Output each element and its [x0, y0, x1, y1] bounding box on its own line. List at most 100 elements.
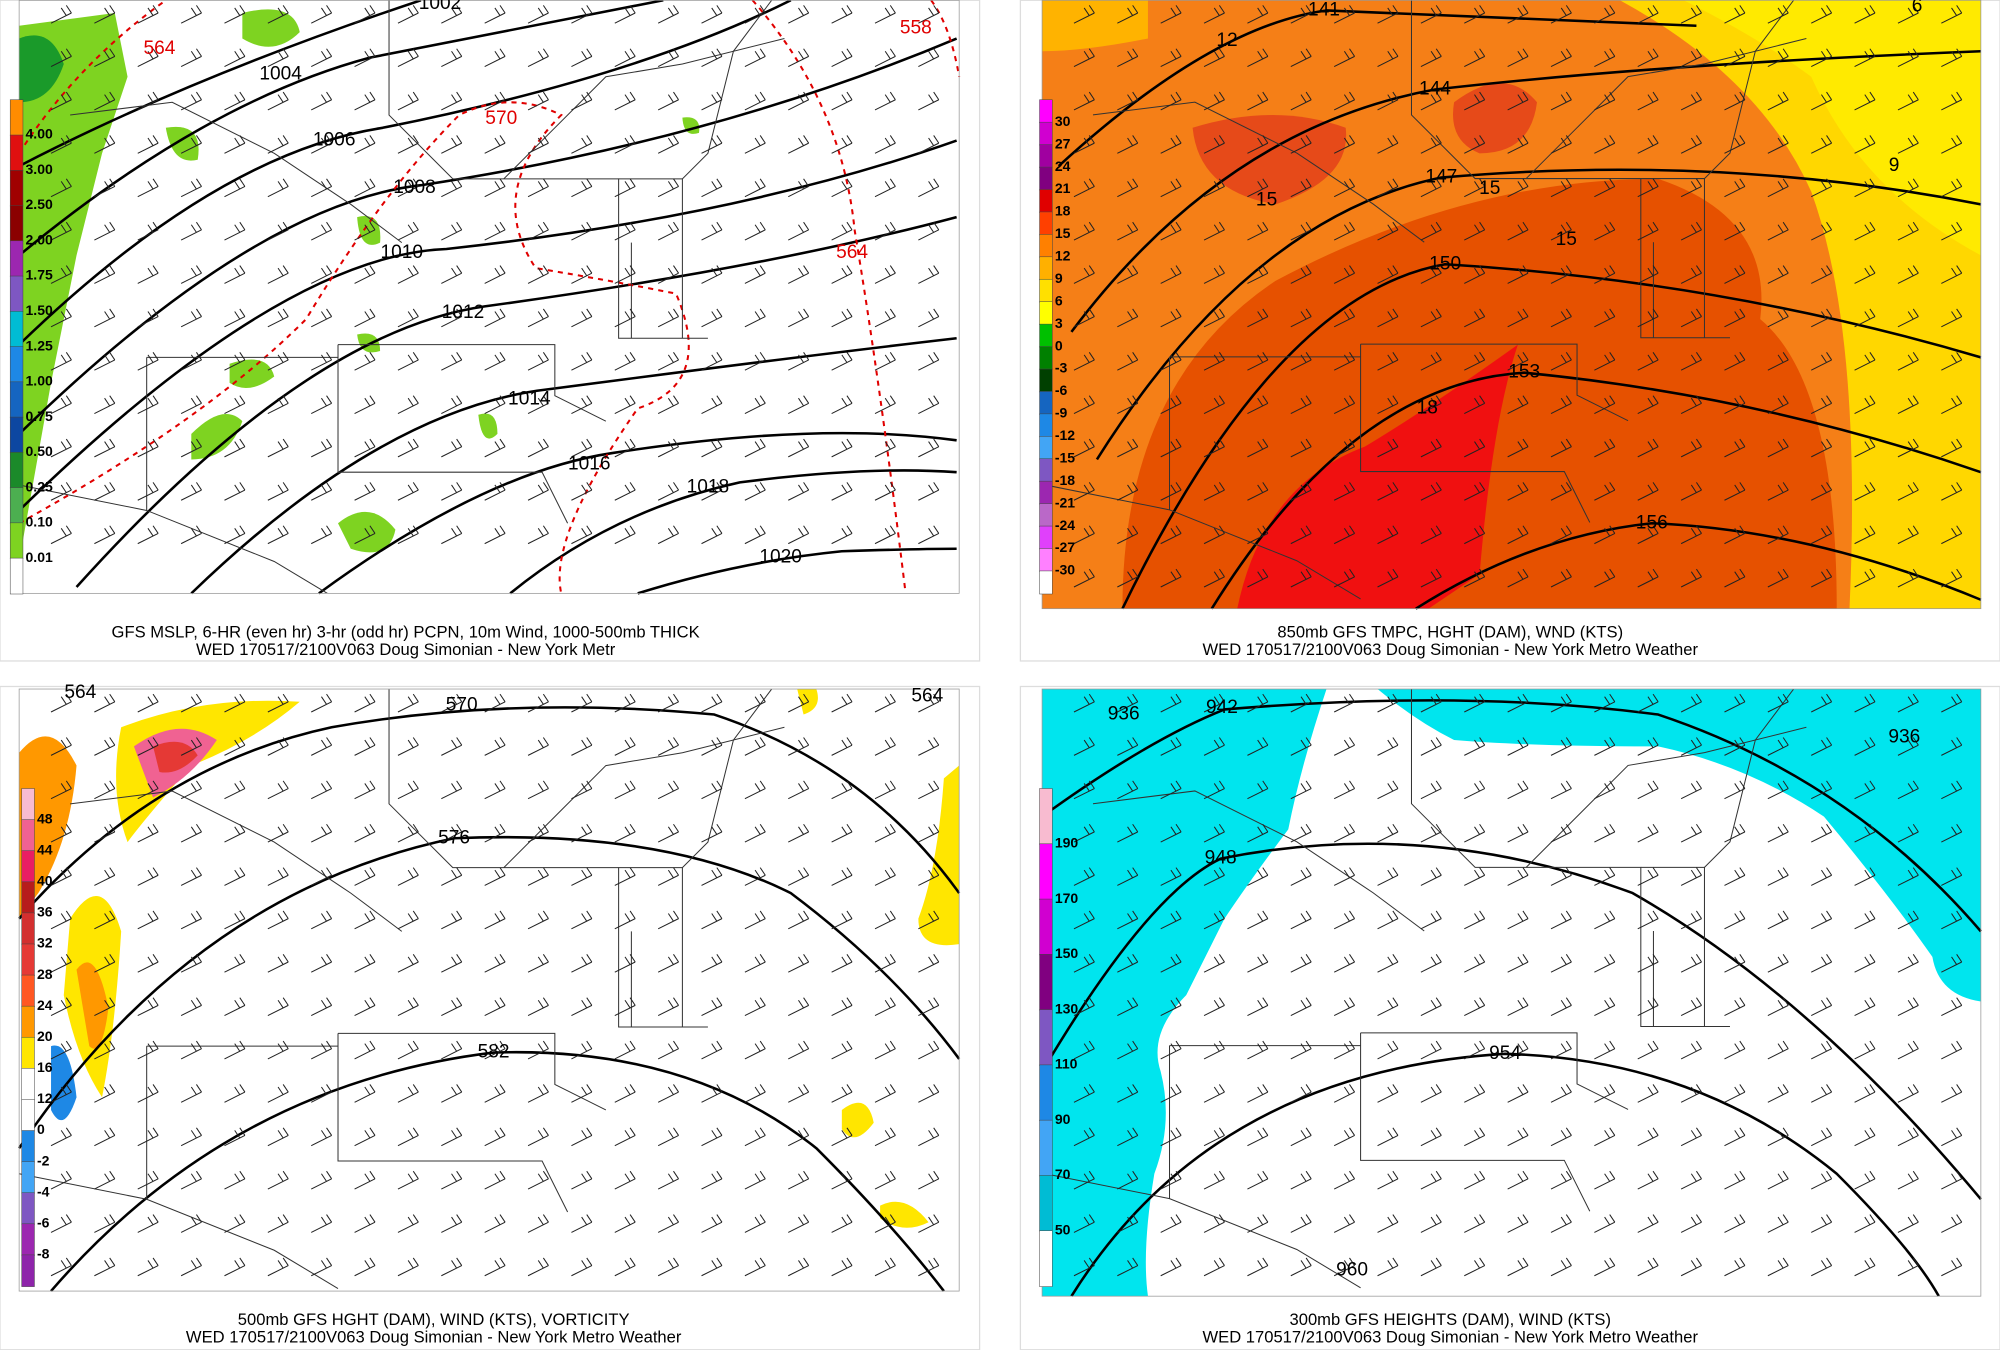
barb-flag [1392, 395, 1399, 404]
wind-barb [1203, 178, 1225, 198]
wind-barb [744, 1040, 766, 1060]
barb-flag [456, 265, 463, 274]
wind-barb [1507, 780, 1529, 800]
barb-shaft [50, 1091, 72, 1103]
barb-flag [234, 1216, 241, 1226]
barb-flag [152, 1214, 159, 1223]
barb-shaft [571, 1221, 593, 1233]
contour-label: 948 [1205, 848, 1237, 869]
barb-shaft [1897, 316, 1919, 328]
barb-flag [1343, 999, 1350, 1009]
barb-flag [1652, 780, 1659, 789]
barb-flag [754, 1216, 761, 1226]
wind-barb [310, 693, 333, 713]
wind-barb [918, 352, 940, 371]
barb-shaft [1073, 1265, 1095, 1277]
barb-flag [1907, 311, 1914, 320]
barb-flag [1609, 997, 1616, 1006]
barb-flag [190, 7, 197, 16]
wind-barb [224, 525, 246, 545]
barb-shaft [701, 229, 723, 241]
barb-flag [629, 693, 636, 703]
barb-flag [1213, 571, 1220, 580]
wind-barb [657, 1170, 679, 1190]
barb-shaft [484, 55, 506, 68]
barb-flag [407, 1260, 414, 1269]
barb-flag [234, 7, 241, 16]
state-boundary [503, 726, 785, 868]
barb-flag [798, 137, 804, 146]
barb-flag [1782, 5, 1789, 14]
barb-flag [629, 5, 636, 14]
barb-flag [667, 1260, 674, 1269]
barb-flag [1782, 395, 1789, 404]
barb-flag [673, 91, 679, 101]
wind-barb [1810, 1127, 1833, 1147]
barb-flag [1696, 910, 1702, 919]
barb-shaft [1377, 701, 1399, 713]
barb-shaft [1810, 874, 1832, 886]
barb-flag [889, 525, 896, 534]
barb-flag [1430, 571, 1437, 580]
wind-barb [831, 1257, 853, 1277]
barb-flag [581, 224, 588, 233]
barb-shaft [137, 186, 159, 198]
barb-flag [846, 737, 853, 746]
barb-flag [1604, 571, 1611, 580]
barb-flag [1560, 137, 1567, 146]
barb-shaft [1594, 744, 1616, 756]
barb-shaft [1377, 99, 1399, 111]
barb-flag [1218, 178, 1225, 187]
barb-flag [1604, 224, 1611, 233]
wind-barb [180, 178, 202, 198]
barb-flag [1690, 224, 1697, 233]
barb-flag [1435, 1170, 1442, 1180]
barb-flag [586, 867, 593, 876]
wind-barb [1810, 693, 1833, 713]
barb-flag [1821, 826, 1827, 835]
wind-barb [1854, 438, 1876, 458]
barb-flag [1951, 311, 1958, 320]
barb-flag [667, 267, 674, 277]
barb-flag [1565, 48, 1572, 57]
barb-shaft [484, 1265, 506, 1277]
barb-flag [1387, 869, 1394, 879]
barb-flag [1696, 1127, 1702, 1136]
barb-shaft [571, 489, 593, 501]
barb-flag [624, 913, 631, 922]
barb-flag [234, 311, 241, 320]
barb-shaft [1333, 1048, 1355, 1060]
barb-flag [239, 5, 246, 14]
barb-flag [109, 221, 116, 231]
barb-flag [1696, 954, 1702, 963]
colorbar-segment [1039, 1230, 1053, 1287]
barb-flag [1604, 783, 1611, 792]
wind-barb [1854, 352, 1876, 371]
barb-flag [1430, 869, 1437, 879]
wind-barb [1290, 1214, 1312, 1233]
barb-shaft [657, 142, 679, 154]
barb-flag [369, 482, 376, 491]
wind-barb [180, 221, 202, 241]
barb-shaft [397, 918, 419, 930]
barb-shaft [1767, 744, 1789, 756]
barb-flag [1300, 913, 1307, 922]
wind-barb [1897, 1257, 1919, 1277]
wind-barb [137, 1127, 159, 1147]
barb-flag [1734, 999, 1741, 1009]
barb-flag [1127, 267, 1134, 277]
wind-barb [397, 997, 419, 1017]
barb-shaft [1550, 1091, 1572, 1103]
barb-flag [846, 1127, 853, 1136]
barb-shaft [224, 874, 246, 886]
colorbar-segment [1039, 256, 1053, 281]
barb-shaft [1680, 272, 1702, 284]
wind-barb [310, 395, 333, 414]
wind-barb [137, 867, 159, 886]
barb-flag [629, 737, 636, 746]
barb-flag [1696, 5, 1702, 14]
barb-flag [928, 1130, 935, 1139]
barb-shaft [1594, 532, 1616, 545]
barb-flag [65, 1127, 72, 1136]
barb-shaft [614, 1004, 636, 1017]
